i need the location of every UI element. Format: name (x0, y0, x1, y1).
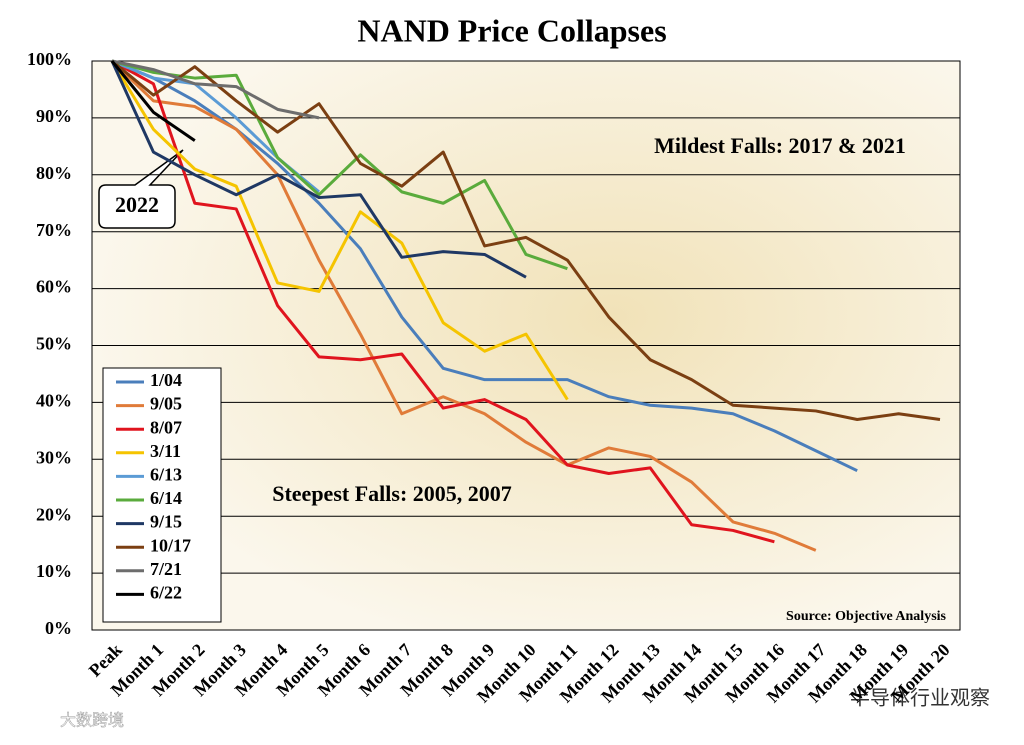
legend-label: 7/21 (150, 559, 182, 579)
legend-label: 6/13 (150, 465, 182, 485)
legend-label: 1/04 (150, 370, 182, 390)
annotation: 2022 (115, 192, 159, 217)
watermark: 半导体行业观察 (850, 687, 990, 710)
y-tick-label: 100% (27, 49, 72, 69)
series-line (111, 59, 568, 271)
y-tick-label: 60% (36, 277, 72, 297)
legend-label: 9/05 (150, 394, 182, 414)
y-tick-label: 50% (36, 334, 72, 354)
legend-label: 6/14 (150, 488, 182, 508)
chart-title: NAND Price Collapses (357, 12, 666, 48)
legend-label: 8/07 (150, 417, 182, 437)
legend-label: 9/15 (150, 512, 182, 532)
series-line (111, 59, 775, 544)
y-tick-label: 80% (36, 163, 72, 183)
callout (98, 149, 184, 229)
legend-label: 6/22 (150, 583, 182, 603)
source: Source: Objective Analysis (786, 609, 947, 624)
y-tick-label: 30% (36, 447, 72, 467)
series-line (111, 59, 320, 120)
y-tick-label: 0% (45, 618, 72, 638)
annotation: Mildest Falls: 2017 & 2021 (654, 133, 906, 158)
legend-label: 3/11 (150, 441, 181, 461)
series-line (110, 60, 527, 279)
series-line (111, 59, 941, 421)
y-tick-label: 70% (36, 220, 72, 240)
legend (102, 367, 222, 623)
series-line (110, 60, 569, 401)
y-tick-label: 90% (36, 106, 72, 126)
annotation: Steepest Falls: 2005, 2007 (272, 481, 512, 506)
series-line (110, 60, 196, 142)
y-tick-label: 20% (36, 504, 72, 524)
y-tick-label: 10% (36, 561, 72, 581)
watermark: 大数跨境 (60, 711, 124, 730)
legend-label: 10/17 (150, 535, 191, 555)
y-tick-label: 40% (36, 391, 72, 411)
